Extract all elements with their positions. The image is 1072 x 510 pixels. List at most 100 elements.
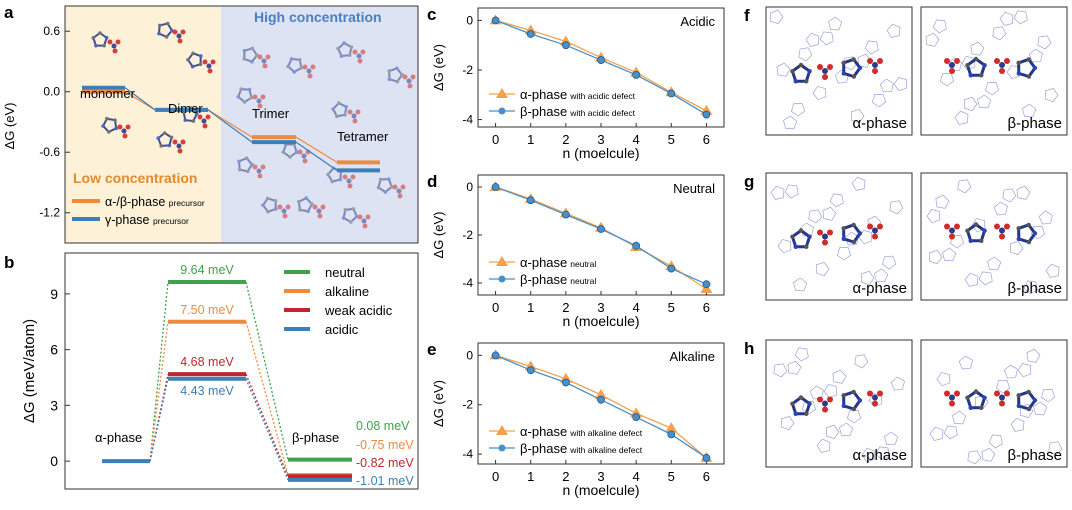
lattice-ring: [1017, 363, 1032, 378]
lattice-ring: [793, 277, 808, 292]
ring-atom: [807, 69, 812, 74]
beta-point: [667, 430, 676, 439]
ytick-label: -2: [462, 63, 473, 77]
beta-point: [597, 225, 605, 233]
nitrate-oxygen: [944, 223, 950, 230]
structure-frame: [920, 172, 1068, 301]
nitrate-oxygen: [357, 58, 363, 64]
lattice-ring: [893, 77, 908, 92]
structure-phase-label: β-phase: [1008, 280, 1063, 297]
panel-a-high-concentration-label: High concentration: [254, 9, 382, 25]
structure-phase-label: β-phase: [1008, 115, 1063, 132]
barrier-connector-right: [245, 373, 289, 477]
ring-atom: [979, 238, 984, 243]
barrier-connector-right: [245, 281, 289, 460]
lattice-ring: [987, 256, 1002, 271]
ring-atom: [191, 51, 195, 56]
xtick-label: 3: [597, 132, 604, 147]
legend-label: β-phase with alkaline defect: [520, 441, 643, 456]
legend-beta-marker: [498, 107, 506, 115]
lattice-ring: [832, 369, 847, 384]
lattice-ring: [868, 393, 883, 408]
nitrate-oxygen: [252, 94, 258, 100]
nitrate-oxygen: [202, 123, 208, 129]
ring-atom: [331, 107, 335, 111]
nitrate-oxygen: [872, 400, 878, 407]
ring-atom: [968, 405, 973, 410]
ring-atom: [851, 239, 857, 245]
xtick-label: 2: [562, 300, 569, 315]
ring-atom: [190, 64, 195, 69]
ring-atom: [968, 73, 973, 78]
ring-atom: [973, 222, 979, 227]
imidazolium-nitrate-molecule: [281, 142, 311, 164]
panel-a-ytick-label: -1.2: [39, 206, 60, 220]
lattice-ring: [957, 179, 972, 194]
lattice-ring: [970, 41, 985, 56]
ytick-label: -4: [462, 113, 473, 127]
panel-a-ytick-label: 0.0: [43, 85, 60, 99]
ring-atom: [798, 228, 804, 233]
xtick-label: 3: [597, 300, 604, 315]
legend-beta-marker: [498, 275, 506, 283]
lattice-ring: [981, 447, 996, 462]
panel-b-alpha-label: α-phase: [95, 430, 142, 445]
ring-atom: [982, 228, 987, 233]
nitrate-atom: [206, 63, 212, 69]
nitrate-oxygen: [312, 204, 318, 210]
nitrate-oxygen: [872, 68, 878, 74]
beta-point: [632, 71, 641, 79]
ring-atom: [242, 100, 247, 104]
ring-atom: [237, 167, 242, 172]
ring-atom: [91, 36, 96, 40]
imidazolium-nitrate-molecule: [297, 196, 326, 219]
nitrate-oxygen: [342, 174, 348, 180]
ytick-label: -2: [462, 398, 473, 412]
ring-atom: [249, 95, 254, 100]
nitrate-oxygen: [180, 139, 186, 145]
panel-b-ytick-label: 0: [50, 453, 58, 469]
ring-atom: [157, 31, 161, 36]
ring-atom: [244, 156, 249, 160]
lattice-ring: [854, 354, 869, 369]
barrier-label: 9.64 meV: [180, 263, 234, 277]
beta-point: [491, 351, 500, 360]
nitrate-oxygen: [877, 58, 883, 64]
lattice-ring: [808, 209, 823, 224]
ring-atom: [183, 118, 188, 122]
lattice-ring: [769, 9, 784, 25]
lattice-ring: [773, 363, 788, 378]
nitrate-oxygen: [285, 204, 291, 210]
panel-a-molecule-sketches: [91, 21, 416, 229]
ring-atom: [94, 43, 98, 48]
barrier-connector-left: [149, 378, 169, 462]
beta-point: [561, 378, 570, 387]
imidazolium-nitrate-molecule: [336, 41, 366, 64]
lattice-ring: [784, 184, 799, 199]
nitrate-oxygen: [205, 114, 211, 120]
nitrate-oxygen: [180, 29, 186, 35]
ring-atom: [1026, 239, 1032, 245]
nitrate-oxygen: [822, 406, 828, 413]
barrier-connector-left: [149, 281, 169, 462]
panel-d-line-chart: d Neutral ΔG (eV) 0 -2 -4 0 1 2 3 4 5 6 n (moelcule) α…: [427, 172, 725, 329]
nitrate-oxygen: [999, 68, 1005, 74]
lattice-ring: [1023, 280, 1038, 295]
ytick-label: -2: [462, 228, 473, 242]
nitrate-oxygen: [397, 193, 403, 199]
lattice-ring: [851, 176, 866, 191]
beta-point: [597, 56, 605, 64]
nitrate-oxygen: [125, 124, 131, 130]
lattice-ring: [1022, 103, 1037, 118]
ring-atom: [338, 177, 343, 182]
beta-point: [667, 264, 676, 273]
ring-atom: [242, 57, 247, 61]
ring-atom: [101, 124, 105, 128]
nitrate-oxygen: [260, 164, 266, 170]
panel-b-legend-label: alkaline: [325, 284, 369, 299]
nitrate-oxygen: [297, 149, 303, 155]
lattice-ring: [1033, 401, 1048, 416]
ring-atom: [342, 41, 347, 45]
xtick-label: 6: [703, 469, 710, 484]
final-label: -0.82 meV: [356, 456, 414, 470]
